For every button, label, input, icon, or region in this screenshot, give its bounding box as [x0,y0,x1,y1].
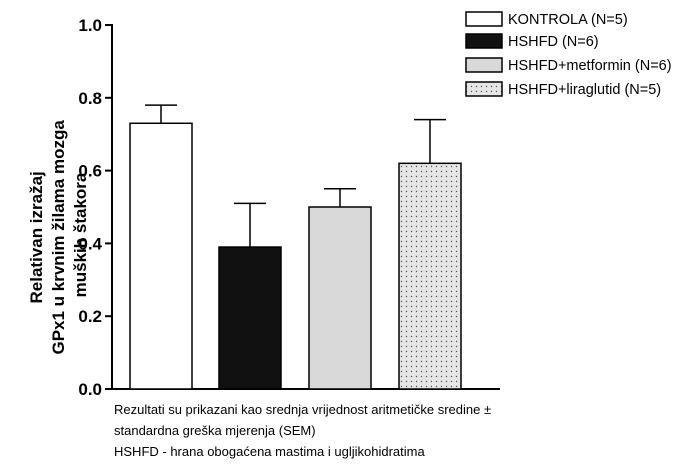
y-axis-label: Relativan izražaj GPx1 u krvnim žilama m… [27,115,90,354]
y-tick-label: 0.8 [78,89,102,108]
legend-label: HSHFD+liraglutid (N=5) [508,82,661,98]
y-tick-label: 1.0 [78,16,102,35]
y-tick-label: 0.6 [78,162,102,181]
bar [218,246,282,390]
y-tick-label: 0.0 [78,380,102,399]
legend-swatch [465,57,503,73]
legend-swatch [465,33,503,49]
error-bars [145,104,446,248]
y-axis-label-line: Relativan izražaj [27,171,46,303]
legend-label: HSHFD+metformin (N=6) [508,58,672,74]
y-axis-label-line: GPx1 u krvnim žilama mozga [49,120,68,355]
legend-swatch [465,81,503,97]
y-tick-label: 0.2 [78,307,102,326]
legend: KONTROLA (N=5) HSHFD (N=6) HSHFD+metformin… [465,11,672,98]
legend-label: HSHFD (N=6) [508,34,599,50]
bar [398,162,462,390]
bar [308,206,372,390]
legend-swatch [465,11,503,27]
bar [129,122,193,390]
legend-label: KONTROLA (N=5) [508,12,628,28]
y-tick-label: 0.4 [78,234,102,253]
note-line: Rezultati su prikazani kao srednja vrije… [114,402,492,417]
y-axis-label-line: muških štakora [71,172,90,297]
bars [129,122,462,390]
note-line: HSHFD - hrana obogaćena mastima i ugljik… [114,444,425,459]
note-line: standardna greška mjerenja (SEM) [114,423,316,438]
